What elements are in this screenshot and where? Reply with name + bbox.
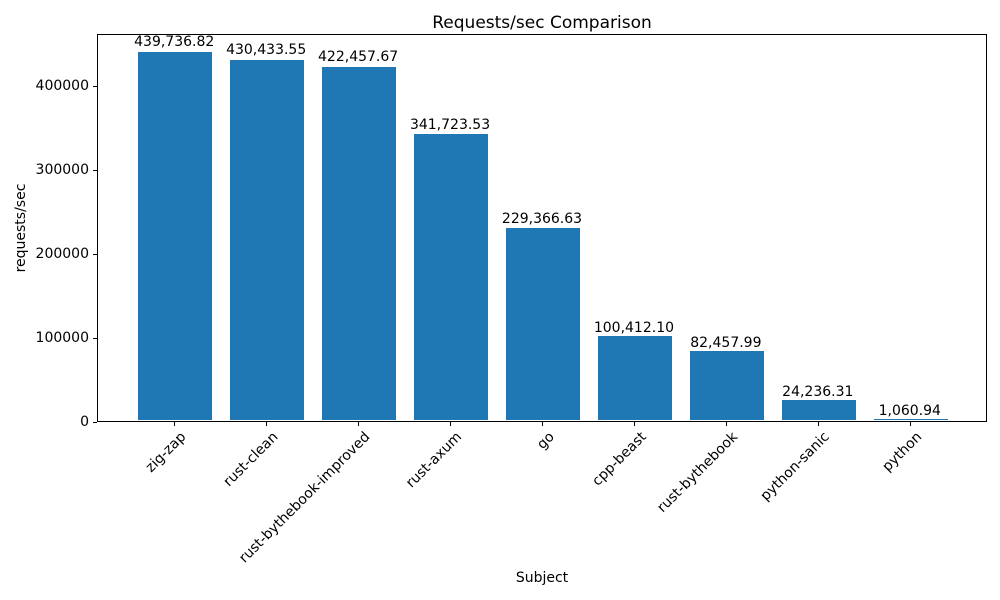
bar-layer <box>99 36 985 420</box>
chart-title: Requests/sec Comparison <box>432 13 652 33</box>
y-tick-label: 0 <box>80 414 89 430</box>
x-tick-mark <box>909 422 911 426</box>
bar-value-label: 229,366.63 <box>501 211 583 228</box>
bar-value-label: 1,060.94 <box>878 403 941 420</box>
x-tick-label-python-sanic: python-sanic <box>757 429 834 505</box>
bar-rust-clean <box>230 60 305 420</box>
x-tick-mark <box>725 422 727 426</box>
y-tick-label: 100000 <box>35 329 89 346</box>
x-tick-mark <box>450 422 452 426</box>
x-tick-label-zig-zap: zig-zap <box>142 429 190 476</box>
x-tick-mark <box>633 422 635 426</box>
bar-cpp-beast <box>598 336 673 420</box>
bar-python-sanic <box>782 400 857 420</box>
bar-value-label: 82,457.99 <box>690 334 762 351</box>
bar-go <box>506 228 581 420</box>
x-tick-mark <box>817 422 819 426</box>
x-tick-mark <box>358 422 360 426</box>
x-tick-label-python: python <box>879 429 926 475</box>
x-tick-label-rust-axum: rust-axum <box>403 429 466 492</box>
x-tick-label-go: go <box>533 429 558 453</box>
x-tick-mark <box>266 422 268 426</box>
bar-value-label: 24,236.31 <box>782 383 854 400</box>
x-tick-label-rust-bythebook: rust-bythebook <box>654 429 742 516</box>
x-tick-mark <box>174 422 176 426</box>
x-axis-label: Subject <box>515 570 569 586</box>
y-tick-mark <box>93 253 97 255</box>
y-tick-label: 400000 <box>35 77 89 94</box>
bar-value-label: 422,457.67 <box>318 48 399 65</box>
plot-area <box>97 34 987 422</box>
bar-python <box>873 419 948 420</box>
y-tick-label: 300000 <box>35 161 89 178</box>
bar-rust-bythebook <box>690 351 765 420</box>
x-tick-label-cpp-beast: cpp-beast <box>588 429 650 490</box>
bar-value-label: 341,723.53 <box>409 116 491 133</box>
bar-rust-axum <box>414 134 489 420</box>
bar-value-label: 439,736.82 <box>134 34 215 51</box>
y-tick-mark <box>93 169 97 171</box>
bar-zig-zap <box>138 52 213 420</box>
bar-value-label: 430,433.55 <box>226 42 307 59</box>
x-tick-label-rust-clean: rust-clean <box>220 429 282 490</box>
y-tick-mark <box>93 337 97 339</box>
y-tick-mark <box>93 85 97 87</box>
bar-value-label: 100,412.10 <box>593 319 675 336</box>
x-tick-mark <box>542 422 543 426</box>
y-tick-label: 200000 <box>35 245 89 262</box>
y-tick-mark <box>93 422 97 423</box>
bar-rust-bythebook-improved <box>322 67 397 420</box>
